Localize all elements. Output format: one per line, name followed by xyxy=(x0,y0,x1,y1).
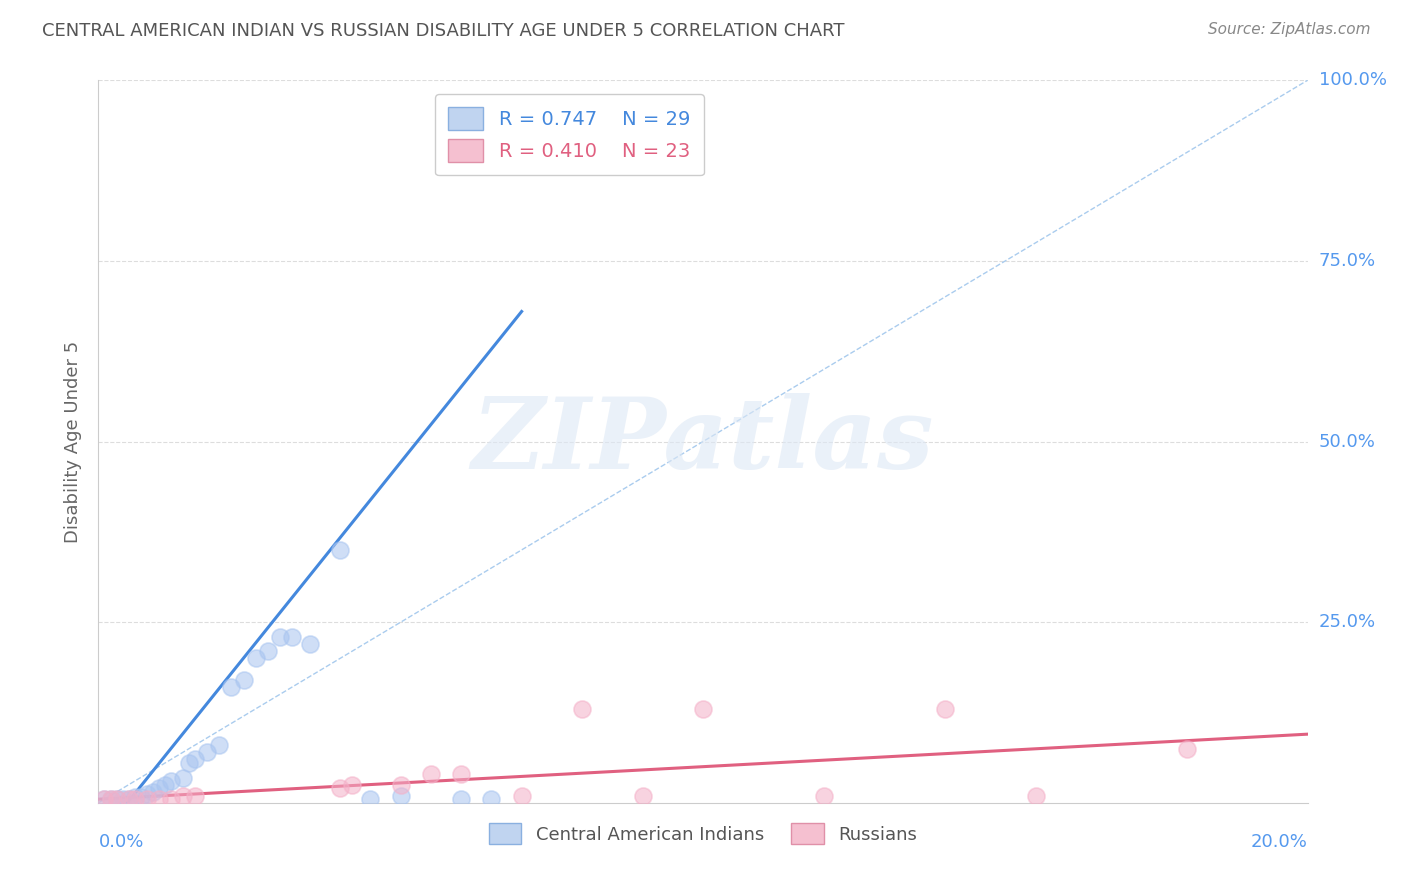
Point xyxy=(93,792,115,806)
Point xyxy=(172,789,194,803)
Point xyxy=(105,792,128,806)
Point xyxy=(256,644,278,658)
Point xyxy=(389,778,412,792)
Text: 20.0%: 20.0% xyxy=(1251,833,1308,851)
Point xyxy=(450,767,472,781)
Text: 75.0%: 75.0% xyxy=(1319,252,1376,270)
Y-axis label: Disability Age Under 5: Disability Age Under 5 xyxy=(65,341,83,542)
Point xyxy=(93,792,115,806)
Point xyxy=(135,792,157,806)
Point xyxy=(360,792,382,806)
Point xyxy=(221,680,243,694)
Point xyxy=(160,792,183,806)
Point xyxy=(934,702,956,716)
Point xyxy=(179,756,201,770)
Point xyxy=(118,792,141,806)
Point xyxy=(118,792,141,806)
Point xyxy=(208,738,231,752)
Text: 0.0%: 0.0% xyxy=(98,833,143,851)
Point xyxy=(813,789,835,803)
Point xyxy=(172,771,194,785)
Point xyxy=(160,774,183,789)
Point xyxy=(148,792,170,806)
Point xyxy=(124,790,146,805)
Point xyxy=(269,630,291,644)
Point xyxy=(142,785,165,799)
Point xyxy=(481,792,503,806)
Point xyxy=(105,792,128,806)
Text: 100.0%: 100.0% xyxy=(1319,71,1386,89)
Point xyxy=(184,789,207,803)
Point xyxy=(692,702,714,716)
Point xyxy=(100,792,122,806)
Point xyxy=(135,787,157,801)
Point xyxy=(1175,741,1198,756)
Point xyxy=(342,778,364,792)
Point xyxy=(124,792,146,806)
Point xyxy=(195,745,218,759)
Point xyxy=(510,789,533,803)
Point xyxy=(631,789,654,803)
Point xyxy=(420,767,443,781)
Point xyxy=(184,752,207,766)
Text: ZIPatlas: ZIPatlas xyxy=(472,393,934,490)
Point xyxy=(129,790,152,805)
Point xyxy=(329,542,352,557)
Point xyxy=(571,702,593,716)
Point xyxy=(153,778,176,792)
Point xyxy=(450,792,472,806)
Point xyxy=(329,781,352,796)
Point xyxy=(281,630,304,644)
Text: 50.0%: 50.0% xyxy=(1319,433,1375,450)
Point xyxy=(232,673,254,687)
Text: 25.0%: 25.0% xyxy=(1319,613,1376,632)
Legend: Central American Indians, Russians: Central American Indians, Russians xyxy=(482,816,924,852)
Text: Source: ZipAtlas.com: Source: ZipAtlas.com xyxy=(1208,22,1371,37)
Point xyxy=(111,792,134,806)
Point xyxy=(389,789,412,803)
Point xyxy=(299,637,322,651)
Point xyxy=(1024,789,1046,803)
Point xyxy=(100,792,122,806)
Text: CENTRAL AMERICAN INDIAN VS RUSSIAN DISABILITY AGE UNDER 5 CORRELATION CHART: CENTRAL AMERICAN INDIAN VS RUSSIAN DISAB… xyxy=(42,22,845,40)
Point xyxy=(148,781,170,796)
Point xyxy=(245,651,267,665)
